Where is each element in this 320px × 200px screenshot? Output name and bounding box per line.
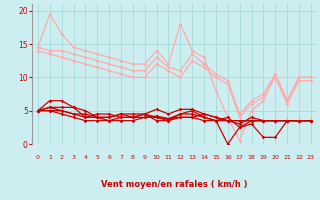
X-axis label: Vent moyen/en rafales ( km/h ): Vent moyen/en rafales ( km/h ) <box>101 180 248 189</box>
